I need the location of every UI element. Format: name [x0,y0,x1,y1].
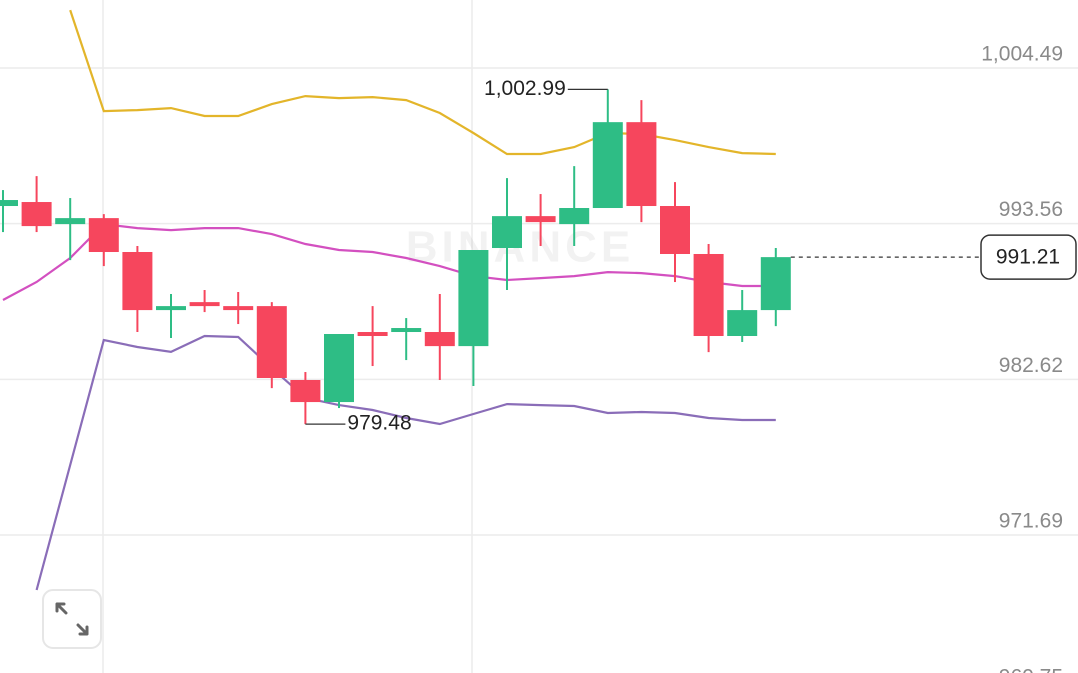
plot: 1,004.49 993.56 982.62 971.69 960.75 1,002.99… [0,9,1078,673]
last-price-label: 991.21 [996,246,1060,269]
last-price-box [980,234,1077,280]
candle-body [760,257,791,311]
candle-body [660,206,690,254]
band-line [35,334,776,591]
candle-body [55,218,86,225]
annotation-label: 979.48 [347,412,411,435]
candle-body [626,122,657,207]
y-tick-label: 982.62 [999,354,1063,377]
expand-icon[interactable] [55,602,89,636]
candle-body [693,253,724,337]
y-tick-label: 993.56 [999,198,1063,221]
candle-body [223,306,254,311]
candle-body [592,122,623,209]
band-line [69,9,776,156]
candle-body [189,302,220,307]
candle-body [21,202,52,227]
expand-button-box[interactable] [42,589,102,649]
candle-body [391,328,422,333]
candle-body [290,379,321,403]
candle-body [727,310,758,337]
candle-body [122,252,153,311]
candle-body [357,332,388,337]
candle-body [525,216,556,223]
band-line [2,222,776,301]
candle-body [156,306,186,311]
candle-body [458,250,489,347]
y-tick-label: 971.69 [999,510,1063,533]
candle-body [256,306,287,379]
candle-body [559,208,590,225]
candle-body [88,218,119,253]
candle-body [424,332,455,347]
y-tick-label: 1,004.49 [981,43,1063,66]
candle-body [324,334,354,403]
candle-body [0,200,18,207]
expand-button[interactable] [42,589,102,649]
y-tick-label: 960.75 [999,665,1063,673]
candle-body [492,216,522,249]
annotation-label: 1,002.99 [484,77,566,100]
